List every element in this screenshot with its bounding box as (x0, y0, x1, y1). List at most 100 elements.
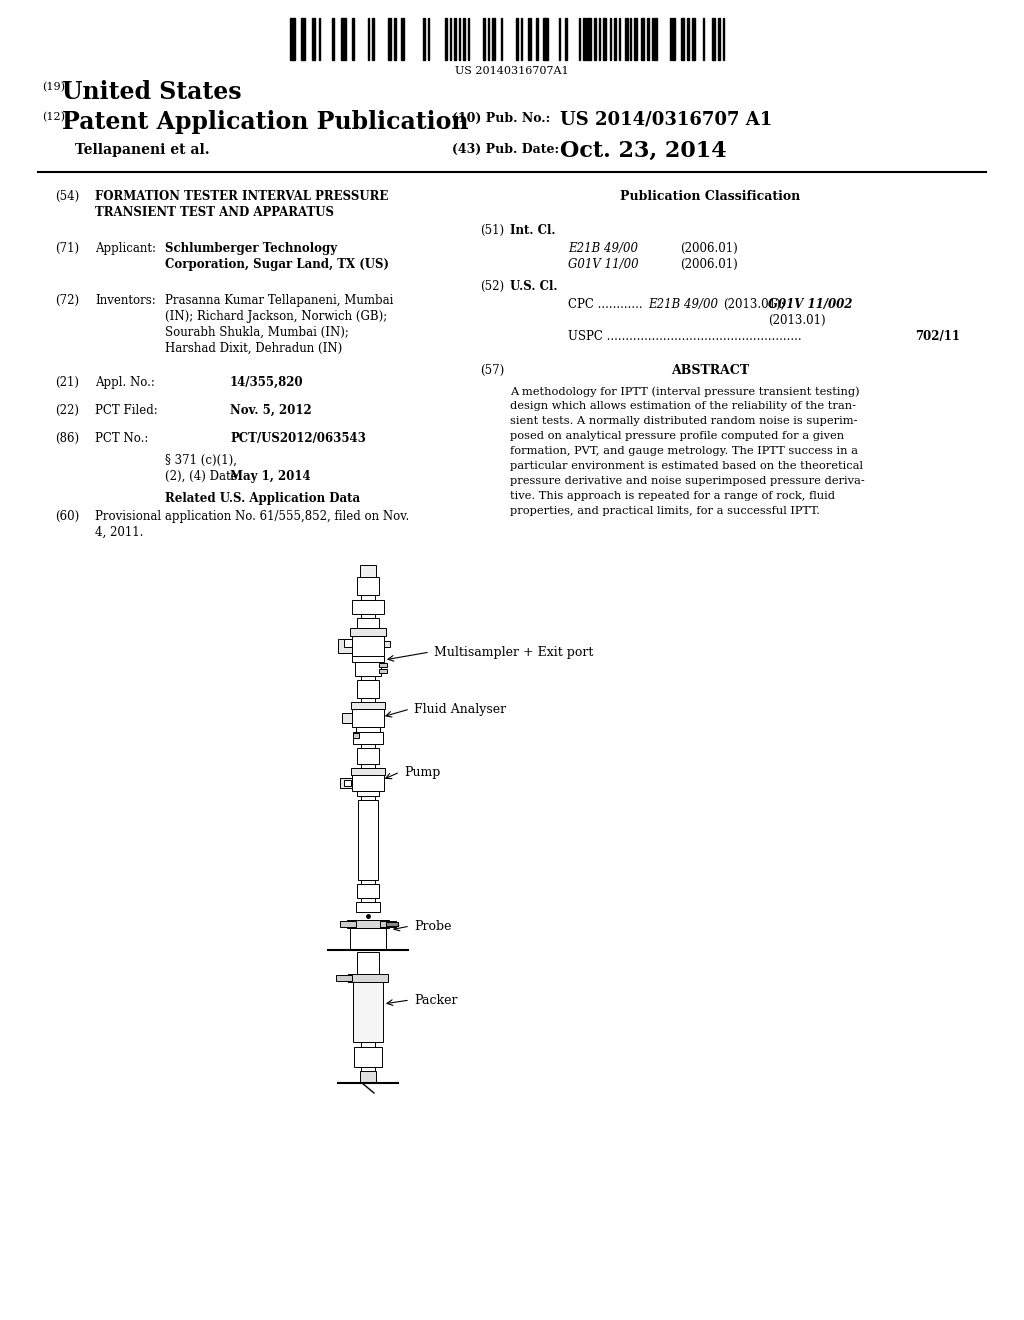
Text: G01V 11/00: G01V 11/00 (568, 257, 639, 271)
Bar (332, 18, 334, 59)
Bar (361, 614, 375, 618)
Text: 4, 2011.: 4, 2011. (95, 525, 143, 539)
Text: US 2014/0316707 A1: US 2014/0316707 A1 (560, 110, 772, 128)
Bar (618, 18, 621, 59)
Text: (2006.01): (2006.01) (680, 257, 737, 271)
Text: PCT No.:: PCT No.: (95, 432, 148, 445)
Bar (630, 18, 631, 59)
Text: posed on analytical pressure profile computed for a given: posed on analytical pressure profile com… (510, 432, 844, 441)
Text: Probe: Probe (414, 920, 452, 933)
Text: Oct. 23, 2014: Oct. 23, 2014 (560, 140, 727, 162)
Bar (303, 18, 305, 59)
Bar (463, 18, 465, 59)
Text: (12): (12) (42, 112, 65, 123)
Text: United States: United States (62, 81, 242, 104)
Bar (372, 18, 374, 59)
Bar (348, 974, 388, 982)
Bar (468, 18, 469, 59)
Text: Pump: Pump (404, 766, 440, 779)
Bar (501, 18, 503, 59)
Text: design which allows estimation of the reliability of the tran-: design which allows estimation of the re… (510, 401, 856, 411)
Bar (336, 975, 352, 981)
Bar (428, 18, 429, 59)
Bar (341, 18, 343, 59)
Bar (719, 18, 720, 59)
Bar (670, 18, 671, 59)
Bar (565, 18, 567, 59)
Bar (350, 628, 386, 636)
Bar (368, 18, 370, 59)
Bar (354, 1047, 382, 1067)
Text: US 20140316707A1: US 20140316707A1 (456, 66, 568, 77)
Bar (546, 18, 549, 59)
Bar (361, 764, 375, 768)
Text: particular environment is estimated based on the theoretical: particular environment is estimated base… (510, 461, 863, 471)
Bar (599, 18, 600, 59)
Text: E21B 49/00: E21B 49/00 (568, 242, 638, 255)
Bar (634, 18, 637, 59)
Bar (492, 18, 496, 59)
Text: (51): (51) (480, 224, 504, 238)
Bar (384, 642, 390, 647)
Text: (60): (60) (55, 510, 79, 523)
Bar (379, 663, 387, 667)
Bar (361, 898, 375, 902)
Text: Publication Classification: Publication Classification (620, 190, 800, 203)
Text: USPC ....................................................: USPC ...................................… (568, 330, 802, 343)
Bar (353, 733, 383, 744)
Bar (361, 698, 375, 702)
Bar (357, 884, 379, 898)
Bar (352, 775, 384, 791)
Text: pressure derivative and noise superimposed pressure deriva-: pressure derivative and noise superimpos… (510, 477, 864, 486)
Text: (IN); Richard Jackson, Norwich (GB);: (IN); Richard Jackson, Norwich (GB); (165, 310, 387, 323)
Text: Prasanna Kumar Tellapaneni, Mumbai: Prasanna Kumar Tellapaneni, Mumbai (165, 294, 393, 308)
Bar (344, 639, 352, 647)
Text: formation, PVT, and gauge metrology. The IPTT success in a: formation, PVT, and gauge metrology. The… (510, 446, 858, 455)
Text: (57): (57) (480, 364, 504, 378)
Bar (641, 18, 644, 59)
Bar (583, 18, 586, 59)
Bar (361, 1041, 375, 1047)
Text: Harshad Dixit, Dehradun (IN): Harshad Dixit, Dehradun (IN) (165, 342, 342, 355)
Text: TRANSIENT TEST AND APPARATUS: TRANSIENT TEST AND APPARATUS (95, 206, 334, 219)
Bar (450, 18, 452, 59)
Bar (352, 709, 384, 727)
Text: Inventors:: Inventors: (95, 294, 156, 308)
Text: (2013.01);: (2013.01); (723, 298, 784, 312)
Bar (342, 713, 352, 723)
Bar (352, 18, 353, 59)
Bar (594, 18, 596, 59)
Text: (2006.01): (2006.01) (680, 242, 737, 255)
Text: Packer: Packer (414, 994, 458, 1007)
Bar (423, 18, 425, 59)
Bar (588, 18, 591, 59)
Text: (2013.01): (2013.01) (768, 314, 825, 327)
Text: Tellapaneni et al.: Tellapaneni et al. (75, 143, 210, 157)
Bar (353, 982, 383, 1041)
Bar (351, 768, 385, 775)
Bar (361, 1067, 375, 1071)
Text: PCT Filed:: PCT Filed: (95, 404, 158, 417)
Bar (352, 636, 384, 656)
Text: Related U.S. Application Data: Related U.S. Application Data (165, 492, 360, 506)
Text: Fluid Analyser: Fluid Analyser (414, 704, 506, 715)
Text: (72): (72) (55, 294, 79, 308)
Bar (672, 18, 675, 59)
Text: A methodology for IPTT (interval pressure transient testing): A methodology for IPTT (interval pressur… (510, 385, 859, 396)
Text: E21B 49/00: E21B 49/00 (648, 298, 718, 312)
Text: (71): (71) (55, 242, 79, 255)
Bar (401, 18, 404, 59)
Bar (353, 733, 359, 738)
Bar (692, 18, 695, 59)
Text: Schlumberger Technology: Schlumberger Technology (165, 242, 337, 255)
Bar (357, 618, 379, 628)
Bar (529, 18, 531, 59)
Bar (386, 921, 398, 927)
Bar (609, 18, 611, 59)
Bar (360, 565, 376, 577)
Bar (343, 18, 346, 59)
Text: (2), (4) Date:: (2), (4) Date: (165, 470, 242, 483)
Bar (358, 800, 378, 880)
Bar (516, 18, 518, 59)
Bar (352, 656, 384, 663)
